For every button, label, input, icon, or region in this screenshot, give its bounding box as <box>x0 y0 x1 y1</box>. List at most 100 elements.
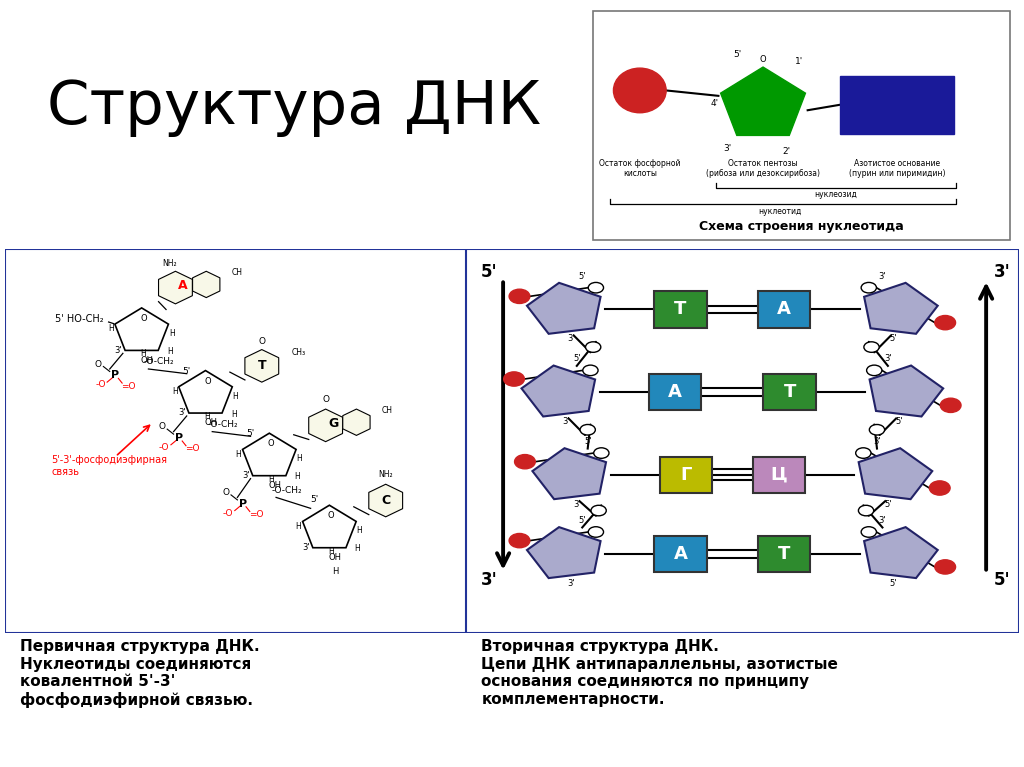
Bar <box>758 535 810 572</box>
Text: -O-CH₂: -O-CH₂ <box>143 357 174 367</box>
Bar <box>753 457 805 493</box>
Text: 5': 5' <box>247 430 255 438</box>
Text: 3': 3' <box>723 143 731 153</box>
Text: Первичная структура ДНК.
Нуклеотиды соединяются
ковалентной 5'-3'
фосфодиэфирной: Первичная структура ДНК. Нуклеотиды соед… <box>20 640 260 708</box>
Circle shape <box>864 342 880 352</box>
Text: 5': 5' <box>182 367 190 376</box>
Circle shape <box>583 365 598 376</box>
Text: Остаток фосфорной
кислоты: Остаток фосфорной кислоты <box>599 159 681 178</box>
Text: OH: OH <box>329 553 342 562</box>
Bar <box>764 374 816 410</box>
Text: нуклеозид: нуклеозид <box>814 190 857 199</box>
Text: OH: OH <box>205 418 218 427</box>
Circle shape <box>509 534 529 548</box>
Circle shape <box>580 424 595 435</box>
Text: 4': 4' <box>710 98 718 107</box>
Text: OH: OH <box>140 356 154 365</box>
Text: H: H <box>232 392 239 400</box>
Text: 5': 5' <box>890 579 897 588</box>
Text: CH: CH <box>231 268 243 277</box>
Circle shape <box>940 398 962 413</box>
Text: -O: -O <box>95 380 105 389</box>
Text: O: O <box>328 512 335 520</box>
Circle shape <box>866 365 882 376</box>
Text: O: O <box>159 423 166 431</box>
Text: H: H <box>295 472 300 481</box>
Text: P: P <box>239 499 247 509</box>
Text: 5' HO-CH₂: 5' HO-CH₂ <box>55 314 103 324</box>
Text: H: H <box>356 526 362 535</box>
Bar <box>649 374 701 410</box>
Text: А: А <box>777 301 792 318</box>
Text: 5'-3'-фосфодиэфирная
связь: 5'-3'-фосфодиэфирная связь <box>51 456 168 477</box>
Text: Ц: Ц <box>770 466 787 484</box>
Polygon shape <box>527 283 600 334</box>
Polygon shape <box>179 370 232 413</box>
Polygon shape <box>159 272 193 304</box>
Text: 2': 2' <box>782 147 791 156</box>
Text: Т: Т <box>778 545 791 563</box>
FancyBboxPatch shape <box>593 12 1010 240</box>
Circle shape <box>588 282 603 293</box>
Circle shape <box>856 448 871 459</box>
Text: H: H <box>268 475 274 484</box>
Text: 3': 3' <box>178 408 186 417</box>
Polygon shape <box>369 484 402 517</box>
Text: =O: =O <box>185 444 200 453</box>
Polygon shape <box>303 505 356 548</box>
Circle shape <box>504 372 524 386</box>
Polygon shape <box>343 409 370 436</box>
Text: Г: Г <box>680 466 691 484</box>
Text: 3': 3' <box>873 437 881 446</box>
Text: 3': 3' <box>115 346 122 354</box>
Bar <box>654 535 707 572</box>
Text: A: A <box>178 279 187 292</box>
Text: нуклеотид: нуклеотид <box>759 206 802 216</box>
Text: O: O <box>323 395 329 404</box>
Text: OH: OH <box>268 481 282 490</box>
Text: H: H <box>332 567 338 576</box>
Text: O: O <box>140 314 146 323</box>
Text: H: H <box>296 522 301 531</box>
Polygon shape <box>532 448 606 499</box>
Text: -O-CH₂: -O-CH₂ <box>271 486 302 495</box>
Text: 5': 5' <box>895 417 902 426</box>
Text: O: O <box>258 337 265 346</box>
Polygon shape <box>243 433 296 476</box>
Polygon shape <box>721 67 806 136</box>
Text: Азотистое основание
(пурин или пиримидин): Азотистое основание (пурин или пиримидин… <box>849 159 945 178</box>
Text: P: P <box>175 433 183 443</box>
Text: 5': 5' <box>481 263 498 281</box>
Text: А: А <box>674 545 687 563</box>
Text: 3': 3' <box>243 471 250 480</box>
Text: H: H <box>205 412 210 421</box>
Polygon shape <box>527 527 600 578</box>
Text: H: H <box>329 547 334 556</box>
Text: CH₃: CH₃ <box>292 348 306 357</box>
Text: O: O <box>268 439 274 448</box>
FancyBboxPatch shape <box>5 249 1019 633</box>
Text: 5': 5' <box>584 437 592 446</box>
Text: NH₂: NH₂ <box>379 470 393 479</box>
Text: H: H <box>169 329 174 338</box>
Circle shape <box>861 282 877 293</box>
Text: G: G <box>328 417 338 430</box>
Text: 5': 5' <box>579 516 586 525</box>
Text: 3': 3' <box>302 543 310 552</box>
Text: H: H <box>230 410 237 419</box>
Circle shape <box>588 527 603 537</box>
Text: Остаток пентозы
(рибоза или дезоксирибоза): Остаток пентозы (рибоза или дезоксирибоз… <box>706 159 820 178</box>
Circle shape <box>935 560 955 574</box>
Text: C: C <box>381 494 390 507</box>
Text: 3': 3' <box>879 516 886 525</box>
Text: H: H <box>172 387 177 396</box>
Text: 3': 3' <box>562 417 569 426</box>
Text: O: O <box>222 489 229 497</box>
Bar <box>654 291 707 328</box>
Text: P: P <box>112 370 120 380</box>
Circle shape <box>858 505 873 516</box>
Circle shape <box>594 448 609 459</box>
Text: H: H <box>236 449 242 459</box>
Text: H: H <box>297 454 302 463</box>
Polygon shape <box>245 350 279 382</box>
